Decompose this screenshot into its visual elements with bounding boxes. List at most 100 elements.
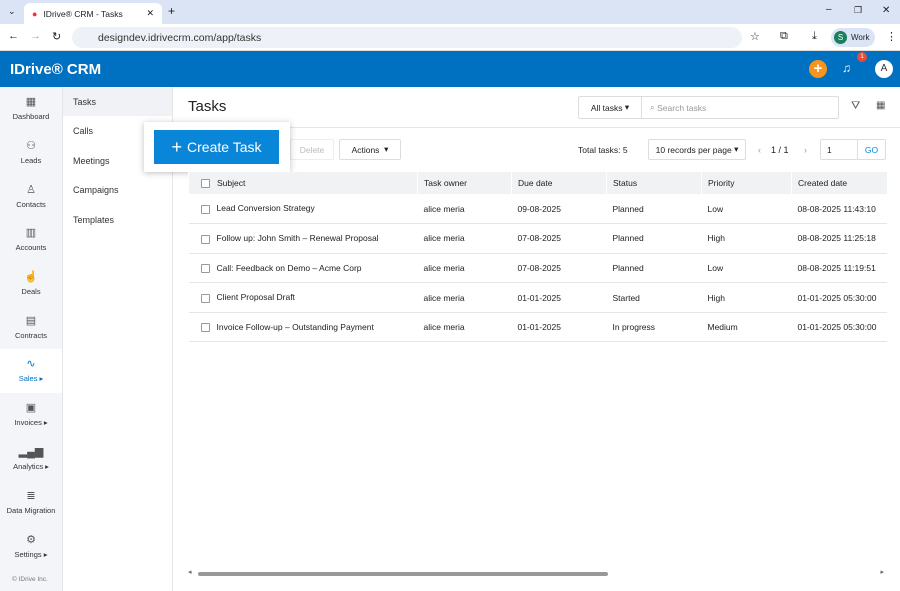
row-checkbox[interactable] [200, 323, 210, 333]
scroll-right-icon[interactable]: ▸ [880, 569, 884, 576]
sidebar-item-invoices[interactable]: ▣ Invoices ▸ [0, 393, 62, 437]
calendar-icon[interactable]: ▦ [876, 100, 886, 111]
user-avatar[interactable]: A [875, 60, 893, 78]
actions-dropdown[interactable]: Actions ▾ [339, 139, 401, 160]
browser-tab[interactable]: ● IDrive® CRM - Tasks ✕ [24, 3, 162, 24]
row-checkbox[interactable] [200, 264, 210, 274]
column-created-date[interactable]: Created date [791, 172, 887, 194]
copyright: © IDrive Inc. [12, 576, 48, 583]
reload-icon[interactable]: ↻ [52, 31, 62, 43]
table-row[interactable]: Client Proposal Draft alice meria 01-01-20… [188, 282, 887, 313]
bookmark-star-icon[interactable]: ☆ [750, 31, 760, 43]
create-task-button[interactable]: + Create Task [154, 130, 279, 164]
go-button[interactable]: GO [857, 139, 886, 160]
total-tasks: Total tasks: 5 [578, 145, 628, 155]
page-number-input[interactable]: 1 [820, 139, 858, 160]
sidebar-item-leads[interactable]: ⚇ Leads [0, 131, 62, 175]
browser-menu-icon[interactable]: ⋮ [886, 31, 897, 43]
sidebar-item-analytics[interactable]: ▂▄▆ Analytics ▸ [0, 437, 62, 481]
table-row[interactable]: Call: Feedback on Demo – Acme Corp alice … [188, 253, 887, 284]
delete-button[interactable]: Delete [290, 139, 334, 160]
column-due-date[interactable]: Due date [511, 172, 607, 194]
column-priority[interactable]: Priority [701, 172, 792, 194]
restore-icon[interactable]: ❐ [854, 5, 863, 15]
sidebar-item-deals[interactable]: ☝ Deals [0, 262, 62, 306]
select-all-checkbox[interactable] [201, 179, 210, 189]
records-per-page-dropdown[interactable]: 10 records per page ▾ [648, 139, 746, 160]
subnav-templates[interactable]: Templates [73, 215, 115, 225]
cell-subject[interactable]: Client Proposal Draft [188, 282, 418, 313]
cell-subject[interactable]: Call: Feedback on Demo – Acme Corp [188, 253, 418, 284]
cell-subject[interactable]: Lead Conversion Strategy [188, 194, 418, 225]
next-page-icon[interactable]: › [804, 145, 807, 155]
sidebar-item-settings[interactable]: ⚙ Settings ▸ [0, 525, 62, 569]
sidebar-label: Accounts [15, 243, 47, 252]
subnav-calls[interactable]: Calls [73, 126, 94, 136]
subnav-tasks[interactable]: Tasks [63, 88, 172, 116]
invoices-icon: ▣ [25, 402, 37, 414]
filter-icon[interactable]: ⛛ [851, 100, 861, 112]
download-icon[interactable]: ⤓ [812, 30, 817, 42]
prev-page-icon[interactable]: ‹ [758, 145, 761, 155]
horizontal-scrollbar[interactable]: ◂ ▸ [188, 569, 886, 577]
cell-subject[interactable]: Invoice Follow-up – Outstanding Payment [188, 312, 418, 343]
search-icon: ⌕ [650, 102, 658, 112]
cell-priority: Low [701, 194, 792, 225]
sidebar-item-contacts[interactable]: ♙ Contacts [0, 175, 62, 219]
cell-text: In progress [612, 322, 656, 333]
search-input[interactable]: ⌕ Search tasks [641, 96, 839, 119]
table-row[interactable]: Follow up: John Smith – Renewal Proposal… [188, 223, 887, 254]
column-subject[interactable]: Subject [188, 172, 418, 194]
profile-button[interactable]: S Work [831, 28, 875, 47]
total-label: Total tasks: [578, 145, 621, 155]
extensions-icon[interactable]: ⧉ [780, 30, 788, 42]
cell-text: alice meria [423, 322, 465, 333]
cell-text: 08-08-2025 11:43:10 [797, 203, 876, 214]
table-row[interactable]: Lead Conversion Strategy alice meria 09-08… [188, 194, 887, 225]
tasks-table: Subject Task owner Due date Status Prior… [188, 172, 887, 343]
tab-list-icon[interactable]: ⌄ [8, 6, 16, 16]
row-checkbox[interactable] [200, 204, 210, 214]
cell-due-date: 01-01-2025 [511, 312, 607, 343]
back-icon[interactable]: ← [8, 30, 19, 42]
row-checkbox[interactable] [200, 234, 210, 244]
search-placeholder: Search tasks [657, 102, 707, 113]
notification-bell-icon[interactable]: ♫ [842, 61, 851, 75]
new-tab-icon[interactable]: + [168, 4, 176, 18]
scroll-left-icon[interactable]: ◂ [188, 569, 192, 576]
cell-text: Lead Conversion Strategy [216, 203, 315, 214]
cell-text: Call: Feedback on Demo – Acme Corp [216, 262, 362, 273]
minimize-icon[interactable]: – [826, 4, 832, 15]
sidebar-item-accounts[interactable]: ▥ Accounts [0, 218, 62, 262]
column-task-owner[interactable]: Task owner [417, 172, 512, 194]
logo[interactable]: IDrive® CRM [10, 61, 102, 78]
sidebar-item-dashboard[interactable]: ▦ Dashboard [0, 87, 62, 131]
contracts-icon: ▤ [25, 315, 37, 327]
cell-due-date: 07-08-2025 [511, 253, 607, 284]
sidebar-label: Contacts [16, 200, 46, 209]
cell-priority: High [701, 282, 792, 313]
cell-text: alice meria [423, 262, 465, 273]
column-status[interactable]: Status [606, 172, 702, 194]
table-row[interactable]: Invoice Follow-up – Outstanding Payment a… [188, 312, 887, 343]
sales-icon: ∿ [26, 358, 36, 370]
cell-text: 01-01-2025 05:30:00 [797, 322, 877, 333]
forward-icon[interactable]: → [30, 30, 41, 42]
cell-status: Planned [606, 253, 702, 284]
cell-text: alice meria [423, 233, 465, 244]
subnav-campaigns[interactable]: Campaigns [73, 185, 119, 195]
cell-subject[interactable]: Follow up: John Smith – Renewal Proposal [188, 223, 418, 254]
close-tab-icon[interactable]: ✕ [146, 8, 154, 18]
scrollbar-thumb[interactable] [198, 572, 608, 576]
sidebar-item-data-migration[interactable]: ≣ Data Migration [0, 481, 62, 525]
sidebar-item-sales[interactable]: ∿ Sales ▸ [0, 349, 62, 393]
window-close-icon[interactable]: ✕ [882, 5, 891, 16]
sidebar-label: Data Migration [6, 506, 56, 515]
sidebar-item-contracts[interactable]: ▤ Contracts [0, 306, 62, 350]
url-input[interactable]: designdev.idrivecrm.com/app/tasks [72, 27, 742, 48]
row-checkbox[interactable] [200, 293, 210, 303]
task-filter-dropdown[interactable]: All tasks ▾ [578, 96, 642, 119]
cell-priority: Medium [701, 312, 792, 343]
quick-add-icon[interactable]: + [809, 60, 827, 78]
subnav-meetings[interactable]: Meetings [73, 156, 110, 166]
